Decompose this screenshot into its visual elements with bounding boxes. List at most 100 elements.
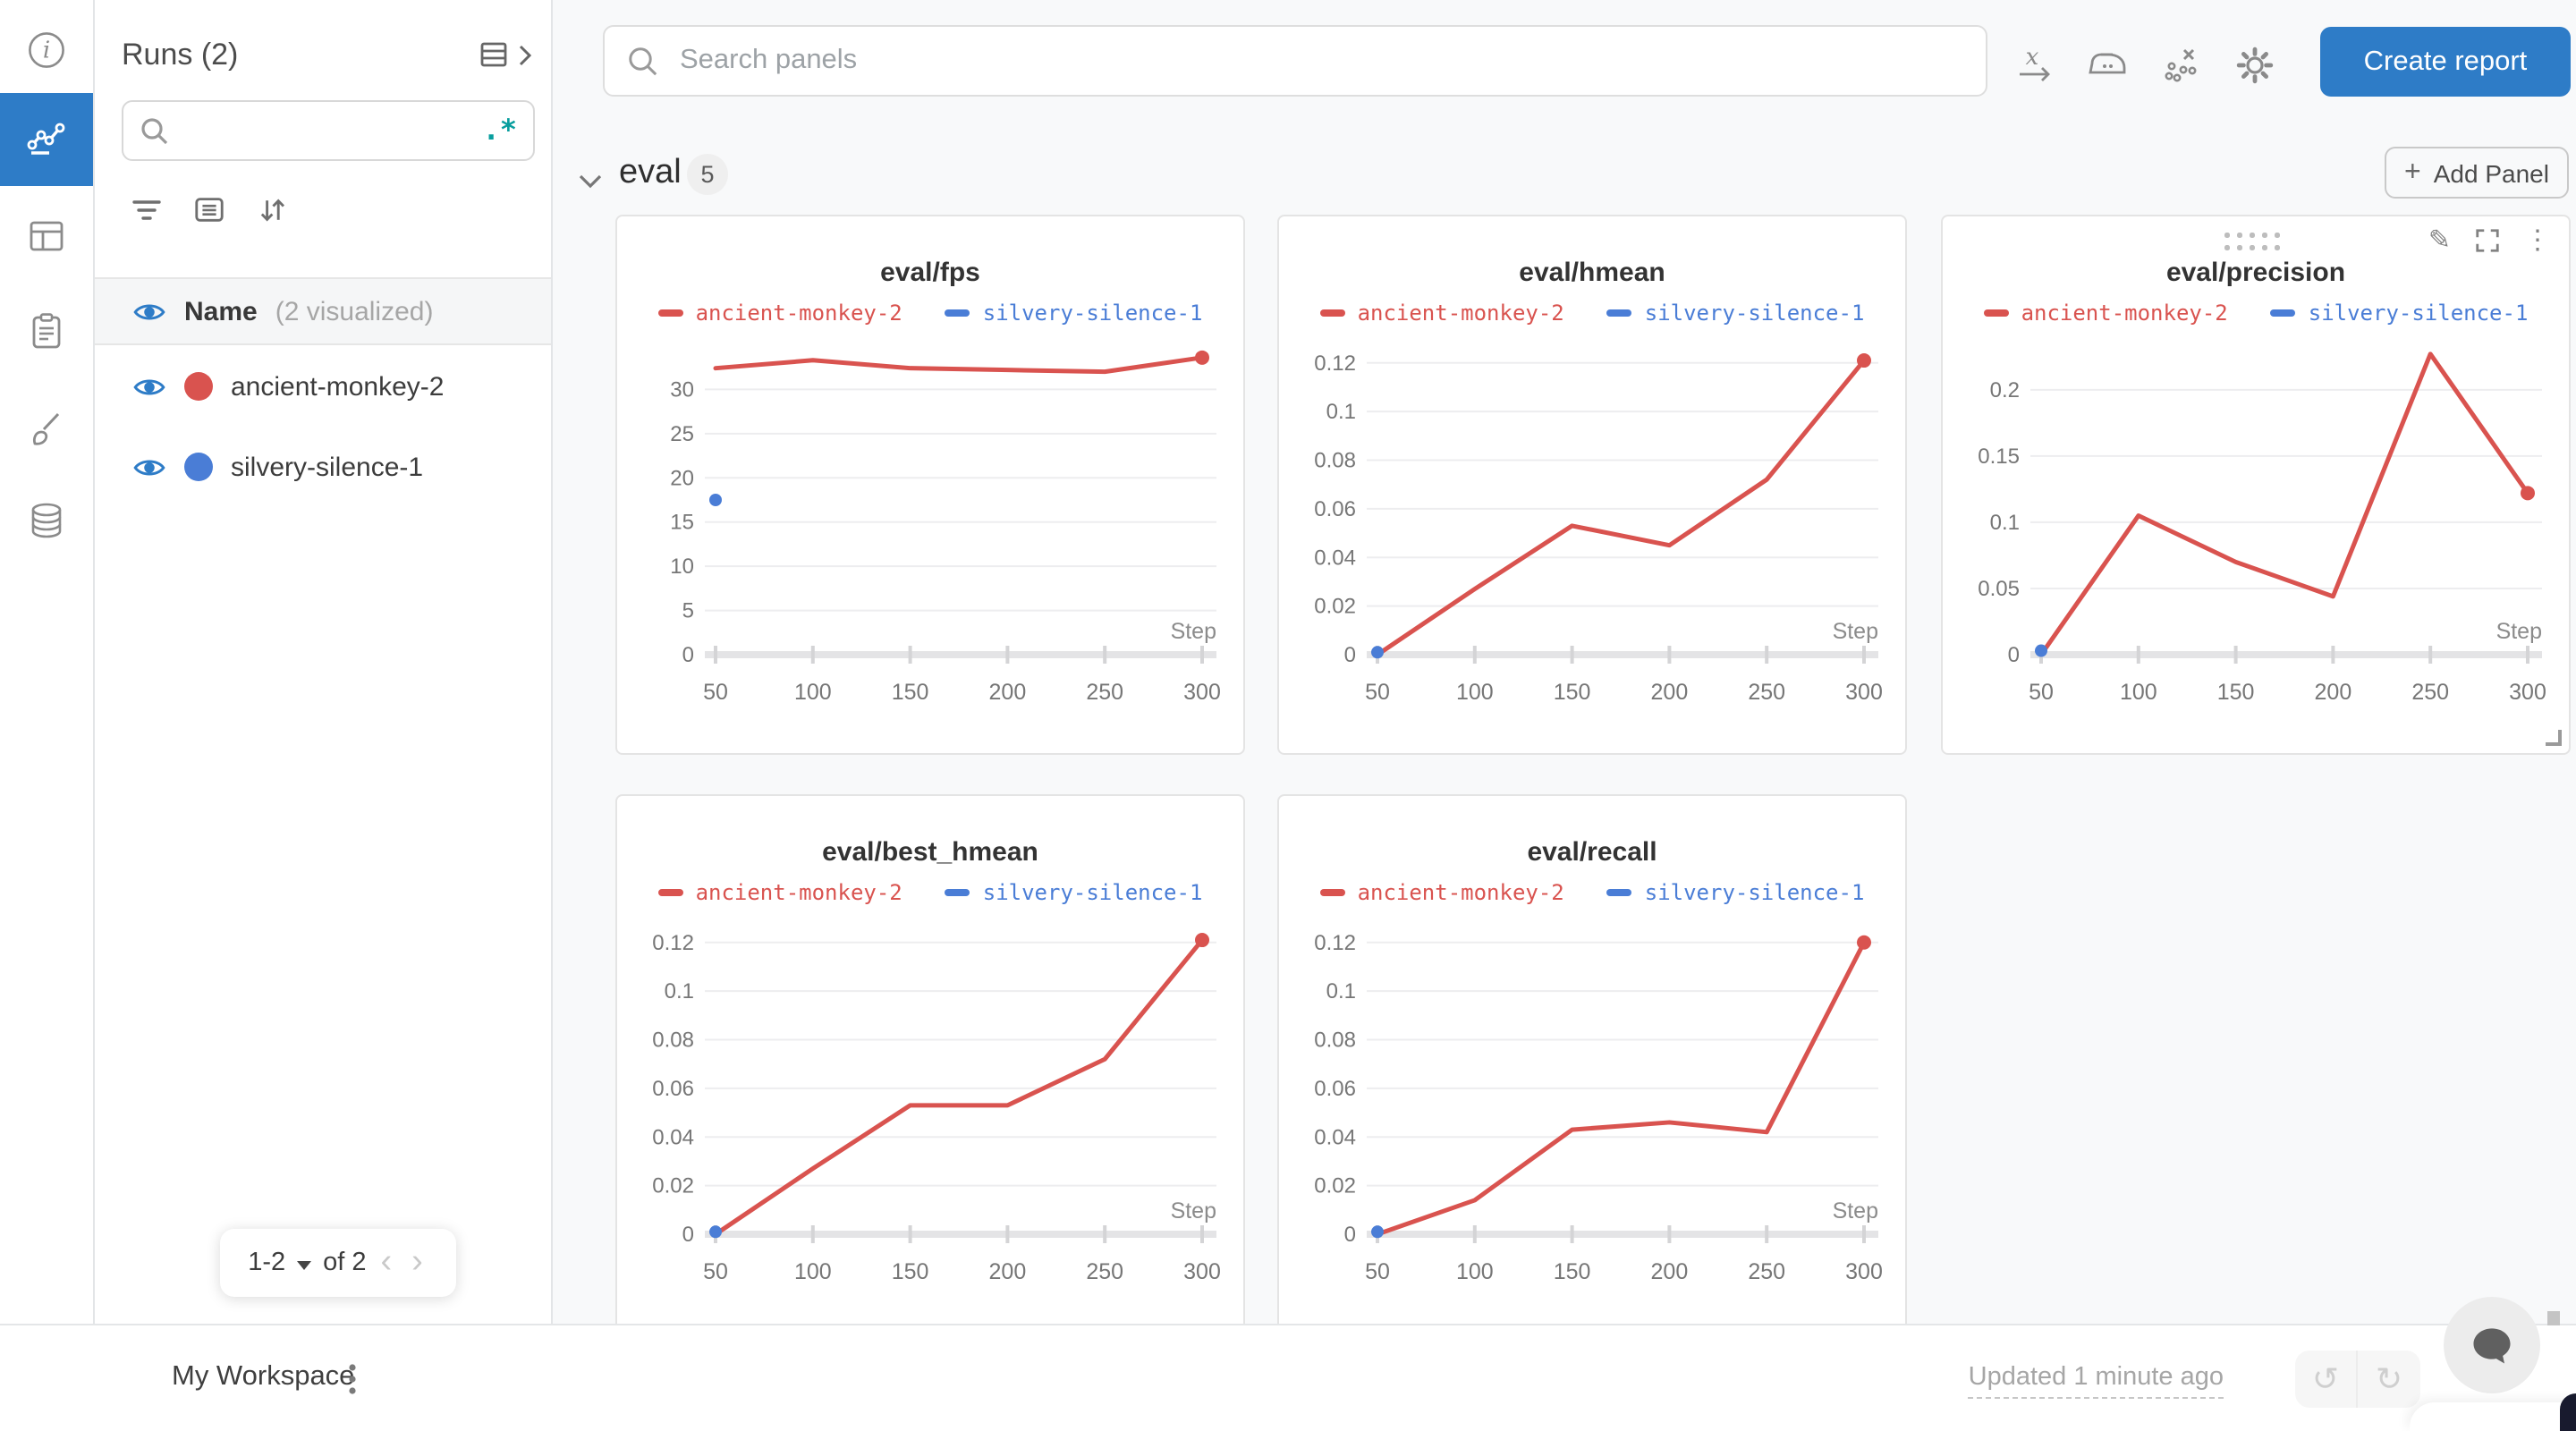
svg-text:15: 15 — [670, 511, 694, 535]
search-icon — [141, 117, 168, 144]
legend-item[interactable]: silvery-silence-1 — [1606, 301, 1864, 326]
chart-panel[interactable]: eval/best_hmean ancient-monkey-2 silvery-s… — [615, 794, 1245, 1334]
svg-text:0: 0 — [1344, 1223, 1356, 1247]
toggle-run-visibility-button[interactable] — [132, 455, 166, 478]
expand-runs-table-button[interactable] — [478, 38, 533, 73]
svg-text:200: 200 — [1651, 680, 1689, 705]
legend-item[interactable]: silvery-silence-1 — [1606, 880, 1865, 905]
chart-legend: ancient-monkey-2 silvery-silence-1 — [1279, 301, 1905, 326]
run-color-dot — [184, 372, 213, 401]
list-icon — [195, 198, 224, 222]
chart-plot: 0 0.02 0.04 0.06 0.08 0.1 0.12 50 100 150 200 250 30… — [652, 931, 1221, 1284]
nav-runs-table[interactable] — [0, 197, 93, 275]
history-controls: ↺ ↻ — [2295, 1351, 2420, 1408]
svg-text:Step: Step — [1171, 1198, 1216, 1224]
fullscreen-panel-button[interactable] — [2474, 227, 2501, 254]
legend-item[interactable]: ancient-monkey-2 — [1319, 880, 1564, 905]
run-search-input[interactable] — [182, 114, 470, 147]
chart-panel[interactable]: eval/recall ancient-monkey-2 silvery-silen… — [1277, 794, 1907, 1334]
panel-search-input[interactable] — [676, 43, 1964, 79]
legend-item[interactable]: ancient-monkey-2 — [657, 880, 902, 905]
svg-text:300: 300 — [2509, 680, 2546, 705]
next-page-button[interactable]: › — [411, 1243, 423, 1281]
workspace-main: x — [555, 0, 2576, 1334]
svg-text:0.04: 0.04 — [652, 1125, 694, 1149]
toggle-run-visibility-button[interactable] — [132, 375, 166, 398]
pagination-total: of 2 — [323, 1249, 367, 1277]
chart-panel[interactable]: eval/hmean ancient-monkey-2 silvery-silenc… — [1277, 215, 1907, 755]
svg-text:250: 250 — [1086, 1259, 1123, 1284]
legend-dash — [1319, 889, 1345, 896]
legend-item[interactable]: silvery-silence-1 — [945, 301, 1202, 326]
footer-bar: My Workspace Updated 1 minute ago ↺ ↻ — [0, 1324, 2576, 1431]
sort-runs-button[interactable] — [256, 193, 288, 225]
svg-text:100: 100 — [1456, 1259, 1494, 1284]
prev-page-button[interactable]: ‹ — [380, 1243, 393, 1281]
nav-sweeps[interactable] — [0, 390, 93, 469]
chart-panel[interactable]: eval/fps ancient-monkey-2 silvery-silence-… — [615, 215, 1245, 755]
legend-run-name: ancient-monkey-2 — [2021, 301, 2228, 326]
redo-button[interactable]: ↻ — [2375, 1360, 2403, 1396]
nav-info[interactable]: i — [0, 11, 93, 89]
nav-artifacts[interactable] — [0, 481, 93, 560]
legend-item[interactable]: silvery-silence-1 — [2270, 301, 2528, 326]
filter-runs-button[interactable] — [131, 193, 163, 225]
pagination-range[interactable]: 1-2 — [248, 1249, 286, 1277]
caret-down-icon — [296, 1260, 311, 1269]
panel-drag-handle[interactable] — [2224, 233, 2287, 258]
svg-text:0.04: 0.04 — [1314, 546, 1356, 570]
legend-run-name: silvery-silence-1 — [1644, 880, 1865, 905]
x-axis-settings-button[interactable]: x — [2012, 41, 2059, 88]
eye-icon — [133, 378, 165, 394]
outliers-settings-button[interactable] — [2159, 41, 2206, 88]
runs-visualized-count: (2 visualized) — [275, 296, 434, 326]
workspace-menu-button[interactable] — [340, 1359, 365, 1399]
svg-text:300: 300 — [1183, 1259, 1221, 1284]
run-row[interactable]: ancient-monkey-2 — [95, 347, 551, 426]
chart-legend: ancient-monkey-2 silvery-silence-1 — [617, 301, 1243, 326]
undo-button[interactable]: ↺ — [2295, 1351, 2358, 1408]
svg-text:300: 300 — [1845, 1259, 1883, 1284]
nav-logs[interactable] — [0, 292, 93, 370]
legend-item[interactable]: silvery-silence-1 — [945, 880, 1202, 905]
svg-text:50: 50 — [2029, 680, 2054, 705]
workspace-settings-button[interactable] — [2231, 41, 2277, 88]
edit-panel-button[interactable]: ✎ — [2428, 225, 2451, 256]
section-panel-count-badge: 5 — [687, 154, 728, 195]
svg-text:150: 150 — [2217, 680, 2255, 705]
chart-title: eval/best_hmean — [822, 837, 1038, 868]
run-search-box: .* — [122, 100, 535, 161]
search-icon — [629, 47, 657, 75]
create-report-button[interactable]: Create report — [2320, 27, 2571, 97]
regex-toggle-icon[interactable]: .* — [482, 113, 517, 147]
panel-resize-handle[interactable] — [2546, 730, 2562, 746]
svg-text:5: 5 — [682, 599, 694, 623]
section-collapse-button[interactable] — [578, 166, 603, 199]
legend-item[interactable]: ancient-monkey-2 — [1983, 301, 2228, 326]
toggle-all-visibility-button[interactable] — [132, 300, 166, 323]
svg-text:0.12: 0.12 — [652, 931, 694, 955]
chart-plot: 0 5 10 15 20 25 30 50 100 150 200 250 300 Step — [670, 350, 1221, 705]
group-runs-button[interactable] — [193, 193, 225, 225]
section-title[interactable]: eval — [619, 154, 682, 191]
run-row[interactable]: silvery-silence-1 — [95, 428, 551, 506]
chart-panel[interactable]: eval/precision ancient-monkey-2 silvery-si… — [1941, 215, 2571, 755]
chart-plot: 0 0.02 0.04 0.06 0.08 0.1 0.12 50 100 150 200 250 30… — [1314, 351, 1883, 705]
chart-title: eval/hmean — [1519, 258, 1665, 288]
chart-title: eval/precision — [2165, 258, 2346, 288]
chart-title: eval/fps — [880, 258, 980, 288]
table-icon — [30, 221, 64, 251]
legend-item[interactable]: ancient-monkey-2 — [657, 301, 902, 326]
chat-popup-corner — [2410, 1402, 2576, 1431]
panel-menu-button[interactable]: ⋮ — [2524, 225, 2551, 256]
line-chart-icon — [27, 123, 65, 155]
add-panel-button[interactable]: + Add Panel — [2385, 147, 2569, 199]
smoothing-settings-button[interactable] — [2084, 41, 2131, 88]
chart-legend: ancient-monkey-2 silvery-silence-1 — [617, 880, 1243, 905]
chat-button[interactable] — [2444, 1297, 2540, 1393]
scrollbar-thumb[interactable] — [2547, 1311, 2560, 1325]
nav-workspace-panels[interactable] — [0, 93, 93, 186]
legend-item[interactable]: ancient-monkey-2 — [1319, 301, 1564, 326]
run-name: silvery-silence-1 — [231, 452, 424, 482]
svg-text:100: 100 — [1456, 680, 1494, 705]
